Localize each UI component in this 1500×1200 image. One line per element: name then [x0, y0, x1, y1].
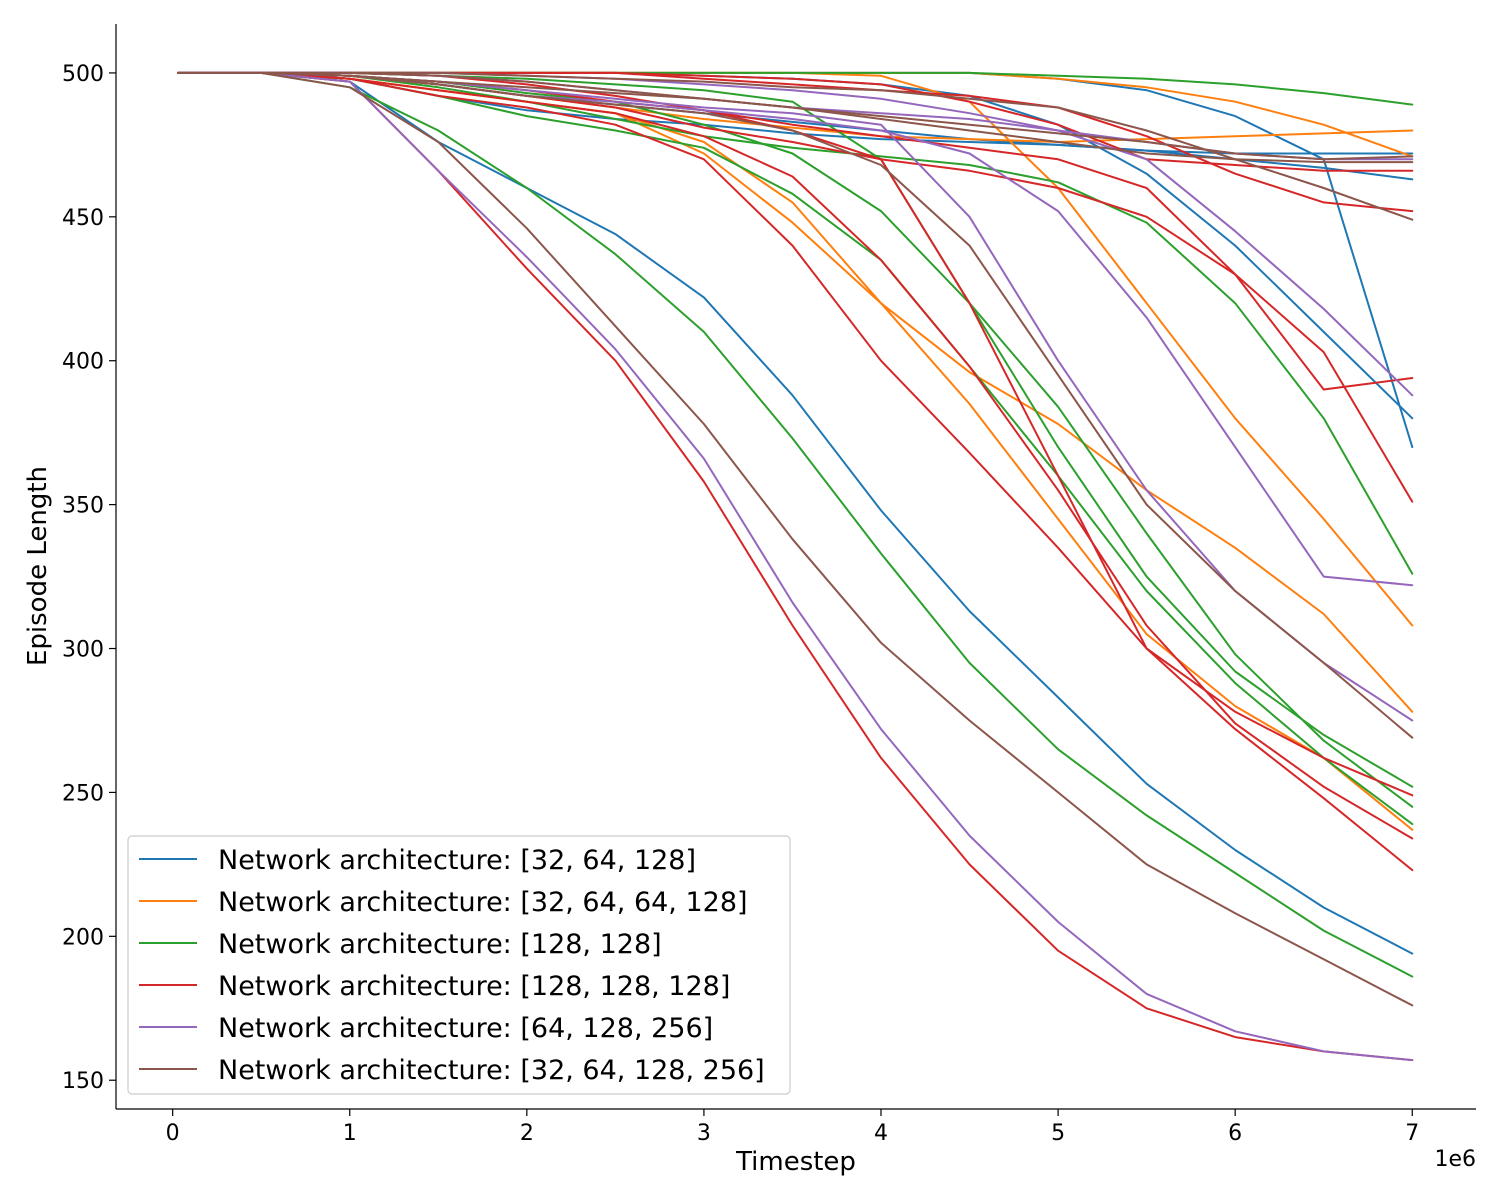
series-2-run-2-line	[177, 71, 1414, 808]
series-0-run-4-line	[177, 71, 1414, 449]
legend-label-3: Network architecture: [128, 128, 128]	[218, 971, 730, 1002]
series-4-run-4-line	[177, 71, 1414, 161]
x-tick-label: 3	[697, 1121, 711, 1146]
series-lines	[177, 71, 1414, 1062]
x-tick-label: 0	[166, 1121, 180, 1146]
y-tick-label: 150	[62, 1069, 104, 1094]
legend-box	[127, 835, 791, 1095]
series-5-run-1-line	[177, 71, 1414, 739]
series-5-run-0-line	[177, 71, 1414, 1007]
series-3-run-4-line	[177, 71, 1414, 391]
y-tick-label: 200	[62, 925, 104, 950]
series-5-run-4-line	[177, 71, 1414, 161]
legend-label-0: Network architecture: [32, 64, 128]	[218, 845, 696, 876]
x-tick-label: 6	[1228, 1121, 1242, 1146]
series-4-run-0-line	[177, 71, 1414, 1062]
series-2-run-0-line	[177, 71, 1414, 978]
x-tick-label: 4	[874, 1121, 888, 1146]
x-axis-offset-text: 1e6	[1434, 1147, 1476, 1172]
series-2-run-3-line	[177, 71, 1414, 575]
series-4-run-1-line	[177, 71, 1414, 587]
y-axis-label: Episode Length	[23, 466, 53, 666]
y-tick-label: 250	[62, 781, 104, 806]
series-0-run-2-line	[177, 71, 1414, 181]
series-3-run-1-line	[177, 71, 1414, 872]
x-axis-ticks: 0 1 2 3 4 5 6 7	[166, 1109, 1419, 1146]
legend: Network architecture: [32, 64, 128] Netwo…	[127, 835, 791, 1095]
y-tick-label: 400	[62, 350, 104, 375]
y-tick-label: 300	[62, 638, 104, 663]
legend-label-5: Network architecture: [32, 64, 128, 256]	[218, 1055, 765, 1086]
x-tick-label: 5	[1051, 1121, 1065, 1146]
legend-label-2: Network architecture: [128, 128]	[218, 929, 662, 960]
legend-label-1: Network architecture: [32, 64, 64, 128]	[218, 887, 748, 918]
y-tick-label: 450	[62, 206, 104, 231]
series-2-run-1-line	[177, 71, 1414, 826]
legend-label-4: Network architecture: [64, 128, 256]	[218, 1013, 713, 1044]
x-tick-label: 2	[520, 1121, 534, 1146]
series-1-run-1-line	[177, 71, 1414, 831]
series-1-run-0-line	[177, 71, 1414, 713]
x-axis-label: Timestep	[735, 1147, 856, 1177]
y-axis-ticks: 150 200 250 300 350 400 450 500	[62, 62, 116, 1094]
x-tick-label: 7	[1405, 1121, 1419, 1146]
y-tick-label: 500	[62, 62, 104, 87]
y-tick-label: 350	[62, 494, 104, 519]
legend-items: Network architecture: [32, 64, 128] Netwo…	[139, 845, 765, 1086]
series-3-run-2-line	[177, 71, 1414, 840]
x-tick-label: 1	[343, 1121, 357, 1146]
